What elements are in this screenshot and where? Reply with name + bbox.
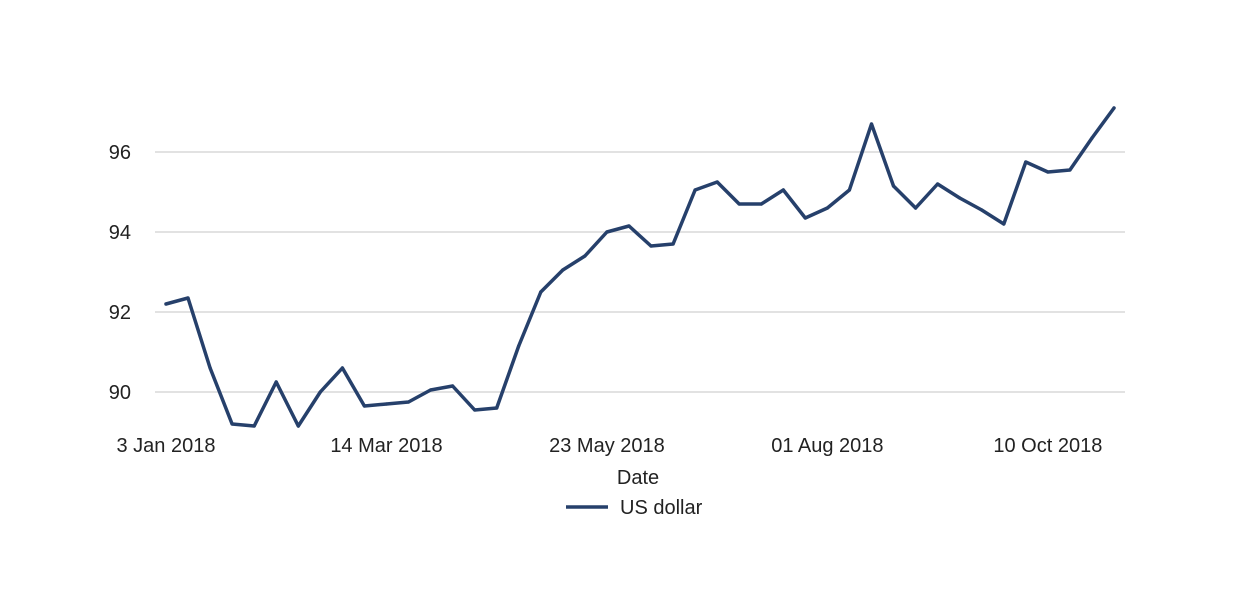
data-point (825, 206, 830, 210)
x-tick-label: 3 Jan 2018 (117, 435, 216, 457)
x-axis-title: Date (617, 467, 659, 489)
data-point (1024, 160, 1028, 164)
data-point (230, 422, 234, 426)
data-point (958, 196, 962, 200)
data-point (252, 424, 256, 428)
data-point (693, 188, 697, 192)
data-point (936, 182, 940, 186)
data-point (473, 408, 477, 412)
data-point (208, 366, 212, 370)
data-point (318, 390, 322, 394)
legend-label-us-dollar: US dollar (620, 497, 703, 519)
data-point (539, 290, 543, 294)
data-point (781, 188, 785, 192)
y-tick-label: 96 (109, 142, 131, 164)
series-line-us-dollar (164, 106, 1116, 428)
legend: US dollar (566, 497, 703, 519)
data-point (627, 224, 631, 228)
data-point (164, 302, 168, 306)
x-axis-tick-labels: 3 Jan 2018 14 Mar 2018 23 May 2018 01 Aug 2… (117, 435, 1103, 457)
data-point (715, 180, 719, 184)
data-point (605, 230, 609, 234)
data-point (495, 406, 499, 410)
data-point (517, 344, 521, 348)
data-point (274, 380, 278, 384)
y-tick-label: 92 (109, 302, 131, 324)
y-tick-label: 90 (109, 382, 131, 404)
data-point (340, 366, 344, 370)
data-points (164, 106, 1116, 428)
data-point (384, 402, 389, 406)
data-point (429, 388, 433, 392)
series-group (164, 106, 1116, 428)
data-point (671, 242, 675, 246)
x-tick-label: 01 Aug 2018 (771, 435, 883, 457)
data-point (296, 424, 300, 428)
x-tick-label: 10 Oct 2018 (993, 435, 1102, 457)
y-tick-label: 94 (109, 222, 131, 244)
data-point (847, 188, 852, 192)
data-point (451, 384, 455, 388)
grid-lines (155, 151, 1125, 393)
data-point (1046, 170, 1050, 174)
data-point (583, 254, 587, 258)
data-point (759, 202, 763, 206)
x-tick-label: 14 Mar 2018 (330, 435, 442, 457)
data-point (1068, 168, 1072, 172)
data-point (1112, 106, 1116, 110)
data-point (186, 296, 190, 300)
data-point (980, 208, 984, 212)
data-point (803, 216, 807, 220)
data-point (869, 122, 874, 126)
data-point (914, 206, 918, 210)
data-point (891, 184, 896, 188)
data-point (1002, 222, 1006, 226)
data-point (561, 268, 565, 272)
data-point (1090, 136, 1094, 140)
data-point (737, 202, 741, 206)
y-axis-tick-labels: 90 92 94 96 (109, 142, 131, 404)
x-tick-label: 23 May 2018 (549, 435, 665, 457)
data-point (649, 244, 653, 248)
data-point (406, 400, 411, 404)
data-point (362, 404, 366, 408)
